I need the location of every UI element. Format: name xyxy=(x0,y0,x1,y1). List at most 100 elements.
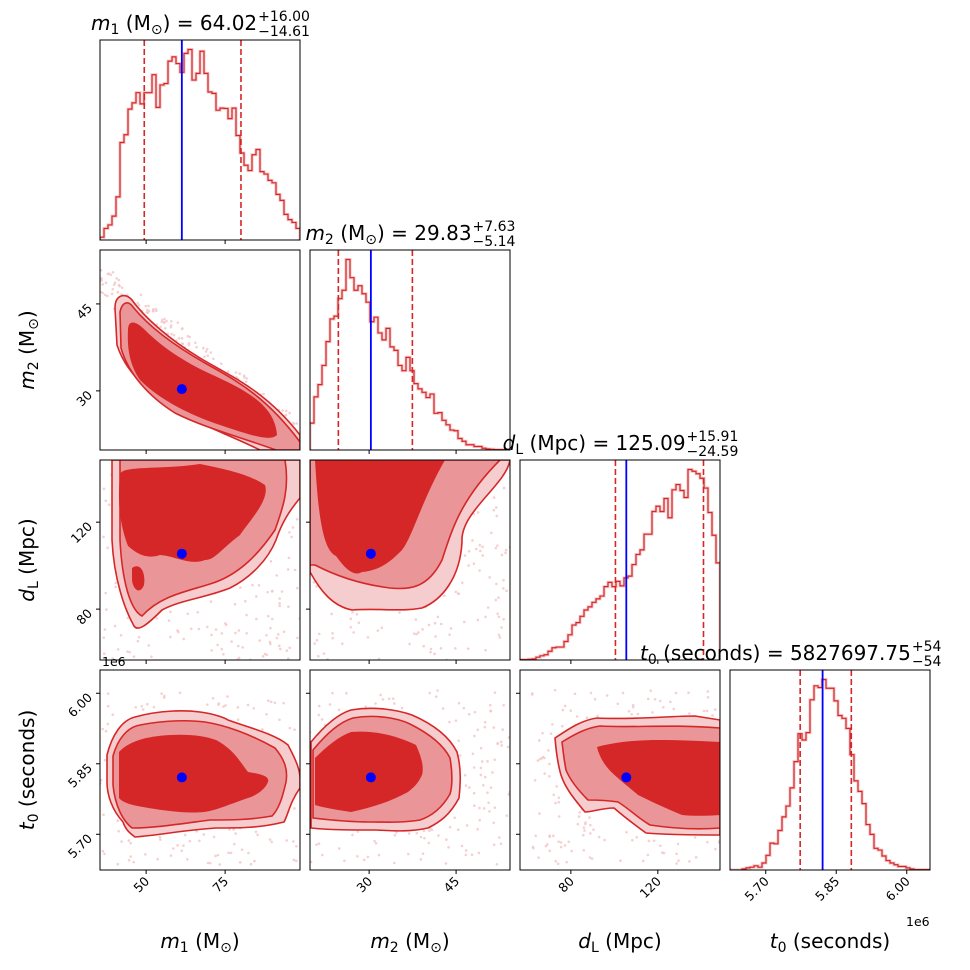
sample-point xyxy=(103,293,107,297)
sample-point xyxy=(278,644,281,648)
subscript: 0 xyxy=(26,813,42,822)
histogram-panel-t0: 5.70 5.85 6.00 xyxy=(729,669,931,904)
sample-point xyxy=(589,823,592,827)
sample-point xyxy=(672,707,676,711)
sample-point xyxy=(129,841,132,845)
sample-point xyxy=(103,628,107,631)
y-tick-label: 45 xyxy=(73,300,95,322)
x-tick-label: 75 xyxy=(209,874,231,896)
sample-point xyxy=(116,862,120,866)
sample-point xyxy=(357,621,361,625)
sample-point xyxy=(160,318,164,322)
sample-point xyxy=(533,778,537,782)
sample-point xyxy=(243,599,247,603)
sample-point xyxy=(317,842,321,845)
x-tick-label: 6.00 xyxy=(883,873,913,903)
title-main: dL (Mpc) = 125.09 xyxy=(503,431,686,458)
sample-point xyxy=(439,622,443,626)
sample-point xyxy=(169,325,173,329)
sample-point xyxy=(101,282,104,286)
title-upper-error: +7.63 xyxy=(473,219,516,235)
sample-point xyxy=(257,584,261,587)
sample-point xyxy=(216,643,219,647)
sample-point xyxy=(230,640,233,643)
sample-point xyxy=(702,709,706,713)
sample-point xyxy=(593,697,597,701)
sample-point xyxy=(317,713,321,717)
sample-point xyxy=(429,650,432,654)
sample-point xyxy=(444,862,448,865)
sample-point xyxy=(391,697,395,700)
sample-point xyxy=(590,857,594,860)
sample-point xyxy=(172,334,176,337)
x-axis-label-dL: dL (Mpc) xyxy=(578,929,661,956)
sample-point xyxy=(554,859,558,863)
sample-point xyxy=(355,612,359,616)
sample-point xyxy=(315,843,318,846)
sample-point xyxy=(583,829,586,832)
sample-point xyxy=(478,543,482,547)
sample-point xyxy=(275,636,279,640)
sample-point xyxy=(496,612,499,616)
sample-point xyxy=(261,655,265,658)
sample-point xyxy=(476,827,479,831)
sample-point xyxy=(504,548,508,552)
sample-point xyxy=(238,372,242,376)
sample-point xyxy=(202,833,206,836)
subscript: 0 xyxy=(648,652,657,668)
subscript: ⊙ xyxy=(430,940,442,956)
sample-point xyxy=(560,724,564,728)
sample-point xyxy=(706,690,710,693)
sample-point xyxy=(470,853,474,857)
title-main: m1 (M⊙) = 64.02 xyxy=(91,11,257,38)
sample-point xyxy=(675,852,678,856)
label-part: (seconds) xyxy=(657,641,761,665)
label-part: (seconds) xyxy=(787,929,891,953)
sample-point xyxy=(286,568,290,571)
sample-point xyxy=(706,840,709,844)
sample-point xyxy=(187,341,191,345)
sample-point xyxy=(244,380,248,384)
x-tick-label: 80 xyxy=(555,873,577,895)
sample-point xyxy=(240,848,244,851)
sample-point xyxy=(258,639,261,642)
subscript: 2 xyxy=(26,361,42,370)
sample-point xyxy=(495,506,498,509)
sample-point xyxy=(486,791,489,794)
sample-point xyxy=(155,323,159,326)
y-tick-label: 6.00 xyxy=(65,690,95,720)
x-axis-label-m1: m1 (M⊙) xyxy=(160,929,239,956)
sample-point xyxy=(105,294,109,298)
sample-point xyxy=(219,362,223,365)
sample-point xyxy=(178,691,182,695)
sample-point xyxy=(453,816,456,820)
sample-point xyxy=(603,838,606,842)
sample-point xyxy=(531,845,535,849)
sample-point xyxy=(635,835,639,839)
sample-point xyxy=(102,813,105,817)
sample-point xyxy=(252,707,256,710)
sample-point xyxy=(245,377,248,380)
sample-point xyxy=(317,632,321,636)
sample-point xyxy=(116,648,120,651)
sample-point xyxy=(588,816,591,819)
sample-point xyxy=(694,856,698,859)
panel-frame xyxy=(309,459,511,661)
sample-point xyxy=(132,655,136,658)
sample-point xyxy=(377,853,381,857)
sample-point xyxy=(317,654,320,658)
sample-point xyxy=(713,708,717,711)
sample-point xyxy=(180,327,184,331)
sample-point xyxy=(504,551,507,555)
sample-point xyxy=(488,576,491,579)
sample-point xyxy=(210,649,213,652)
sample-point xyxy=(567,840,571,844)
sample-point xyxy=(205,625,209,629)
histogram-halo xyxy=(310,258,510,450)
sample-point xyxy=(294,859,298,863)
sample-point xyxy=(473,710,477,714)
sample-point xyxy=(557,840,560,843)
sample-point xyxy=(627,710,631,713)
label-part: = 64.02 xyxy=(170,11,257,35)
x-tick-label: 5.85 xyxy=(812,874,842,904)
